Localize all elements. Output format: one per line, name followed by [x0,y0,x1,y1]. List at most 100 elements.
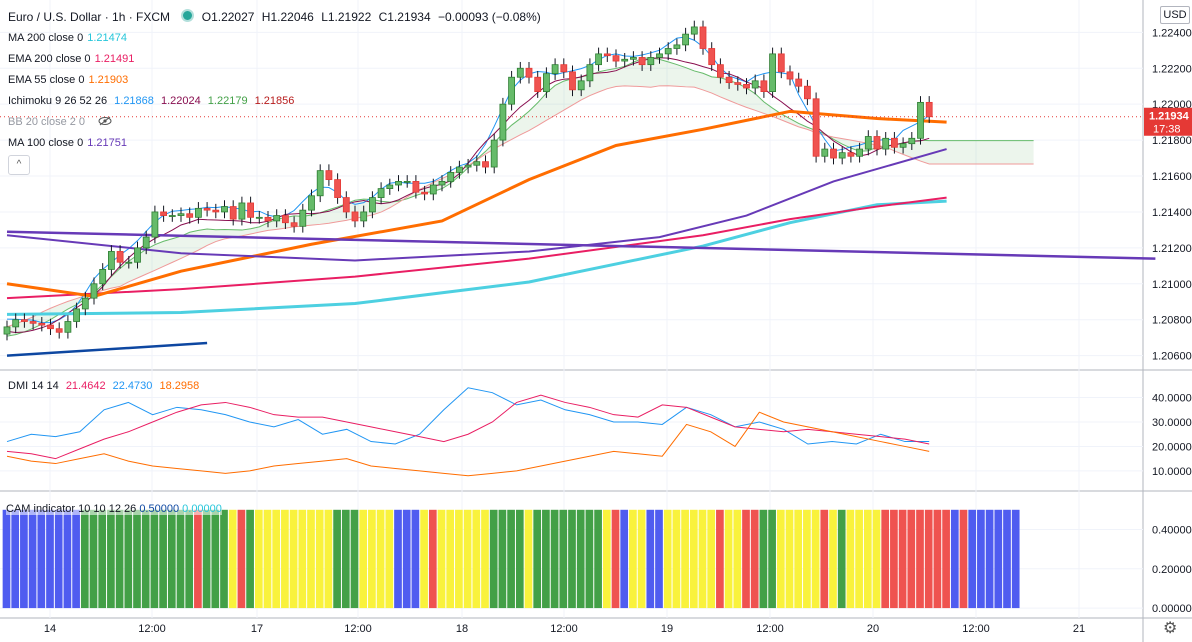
cam-bar [89,509,98,609]
candle-body [891,137,898,148]
cam-bar [350,509,359,609]
cam-bar [629,509,637,609]
price-tick-label: 1.21800 [1152,135,1192,147]
cam-bar [916,509,924,609]
candle-body [255,216,263,219]
time-tick-label: 17 [251,623,263,635]
candle-body [64,321,72,333]
cam-bar [124,509,133,609]
cam-bar [663,509,672,609]
candle-body [308,195,315,211]
cam-bar [324,509,333,609]
cam-bar [872,509,881,609]
cam-bar [228,509,237,609]
candle-body [55,328,63,333]
cam-bar [855,509,863,609]
cam-bar [11,509,20,609]
legend-value: 0.00000 [182,503,222,515]
symbol-title[interactable]: Euro / U.S. Dollar · 1h · FXCM [8,10,171,24]
legend-ema200[interactable]: EMA 200 close 0 1.21491 [8,52,138,66]
candle-body [38,322,46,326]
candle-body [804,85,811,100]
eye-hidden-icon[interactable] [98,116,112,126]
price-tick-label: 1.22200 [1152,63,1192,75]
legend-value: 1.21868 [114,95,154,107]
candle-body [882,137,890,150]
candle-body [203,207,211,211]
cam-bar [672,509,681,609]
price-axis[interactable]: 1.224001.222001.220001.218001.216001.214… [1144,27,1192,615]
cam-bar [289,509,298,609]
legend-ichimoku[interactable]: Ichimoku 9 26 52 26 1.21868 1.22024 1.22… [8,94,298,108]
candle-body [682,33,689,46]
candle-body [699,26,707,49]
legend-ema55[interactable]: EMA 55 close 0 1.21903 [8,73,132,87]
candle-body [186,213,194,218]
candle-body [656,53,663,58]
legend-value: 1.22024 [160,95,201,107]
candles [3,20,933,341]
cam-bar [359,509,368,609]
price-tag-time: 17:38 [1153,124,1181,136]
dmi-series-line [6,411,930,477]
candle-body [421,191,429,195]
candle-body [856,148,863,157]
cam-bar [2,509,11,609]
gear-icon[interactable]: ⚙ [1163,620,1178,637]
legend-value: 1.21903 [88,74,129,86]
trend-line [6,230,1156,260]
cam-bar [28,509,37,609]
cam-bar [846,509,855,609]
cam-bar [159,509,167,609]
legend-bb[interactable]: BB 20 close 2 0 [8,115,112,129]
cam-bar [724,509,733,609]
cam-bar [950,509,959,609]
candle-body [821,148,829,157]
cam-bar [141,509,150,609]
cam-bar [750,509,759,609]
candle-body [168,215,176,217]
candle-body [99,269,107,285]
candle-body [490,139,498,168]
cam-bar [463,509,472,609]
symbol-header: Euro / U.S. Dollar · 1h · FXCM O1.22027 … [8,9,545,24]
cam-bar [437,509,446,609]
legend-dmi[interactable]: DMI 14 14 21.4642 22.4730 18.2958 [8,379,203,393]
candle-body [351,211,359,222]
cam-bar [376,509,385,609]
time-tick-label: 19 [661,623,673,635]
candle-body [134,247,141,263]
cam-bar [385,509,394,609]
cam-bar [498,509,507,609]
cam-bar [646,509,655,609]
currency-button[interactable]: USD [1160,6,1190,24]
collapse-legend-button[interactable]: ^ [8,155,30,175]
candle-body [795,78,803,87]
legend-label: CAM indicator 10 10 12 26 [6,503,137,515]
candle-body [873,136,881,150]
cam-bar [568,509,576,609]
candle-body [603,53,611,57]
candle-body [516,67,524,78]
legend-ma200[interactable]: MA 200 close 0 1.21474 [8,31,131,45]
cam-bar [716,509,724,609]
dmi-series-line [6,387,930,445]
time-axis[interactable]: 14 12:00 17 12:00 18 12:00 19 12:00 20 12:00 21 [44,623,1085,635]
candle-body [812,98,820,157]
candle-body [412,181,420,193]
cam-bar [959,509,968,609]
legend-ma100[interactable]: MA 100 close 0 1.21751 [8,136,131,150]
time-tick-label: 14 [44,623,56,635]
price-tick-label: 1.21000 [1152,279,1192,291]
price-tag [1144,107,1192,136]
legend-value: 1.21751 [87,137,127,149]
cam-bar [176,509,185,609]
cam-bar [890,509,898,609]
price-tick-label: 1.22400 [1152,27,1192,39]
time-tick-label: 12:00 [344,623,372,635]
cam-bar [898,509,907,609]
ohlc-low: L1.21922 [321,10,372,24]
cam-tick-label: 0.40000 [1152,524,1192,536]
legend-cam[interactable]: CAM indicator 10 10 12 26 0.50000 0.0000… [6,503,222,515]
